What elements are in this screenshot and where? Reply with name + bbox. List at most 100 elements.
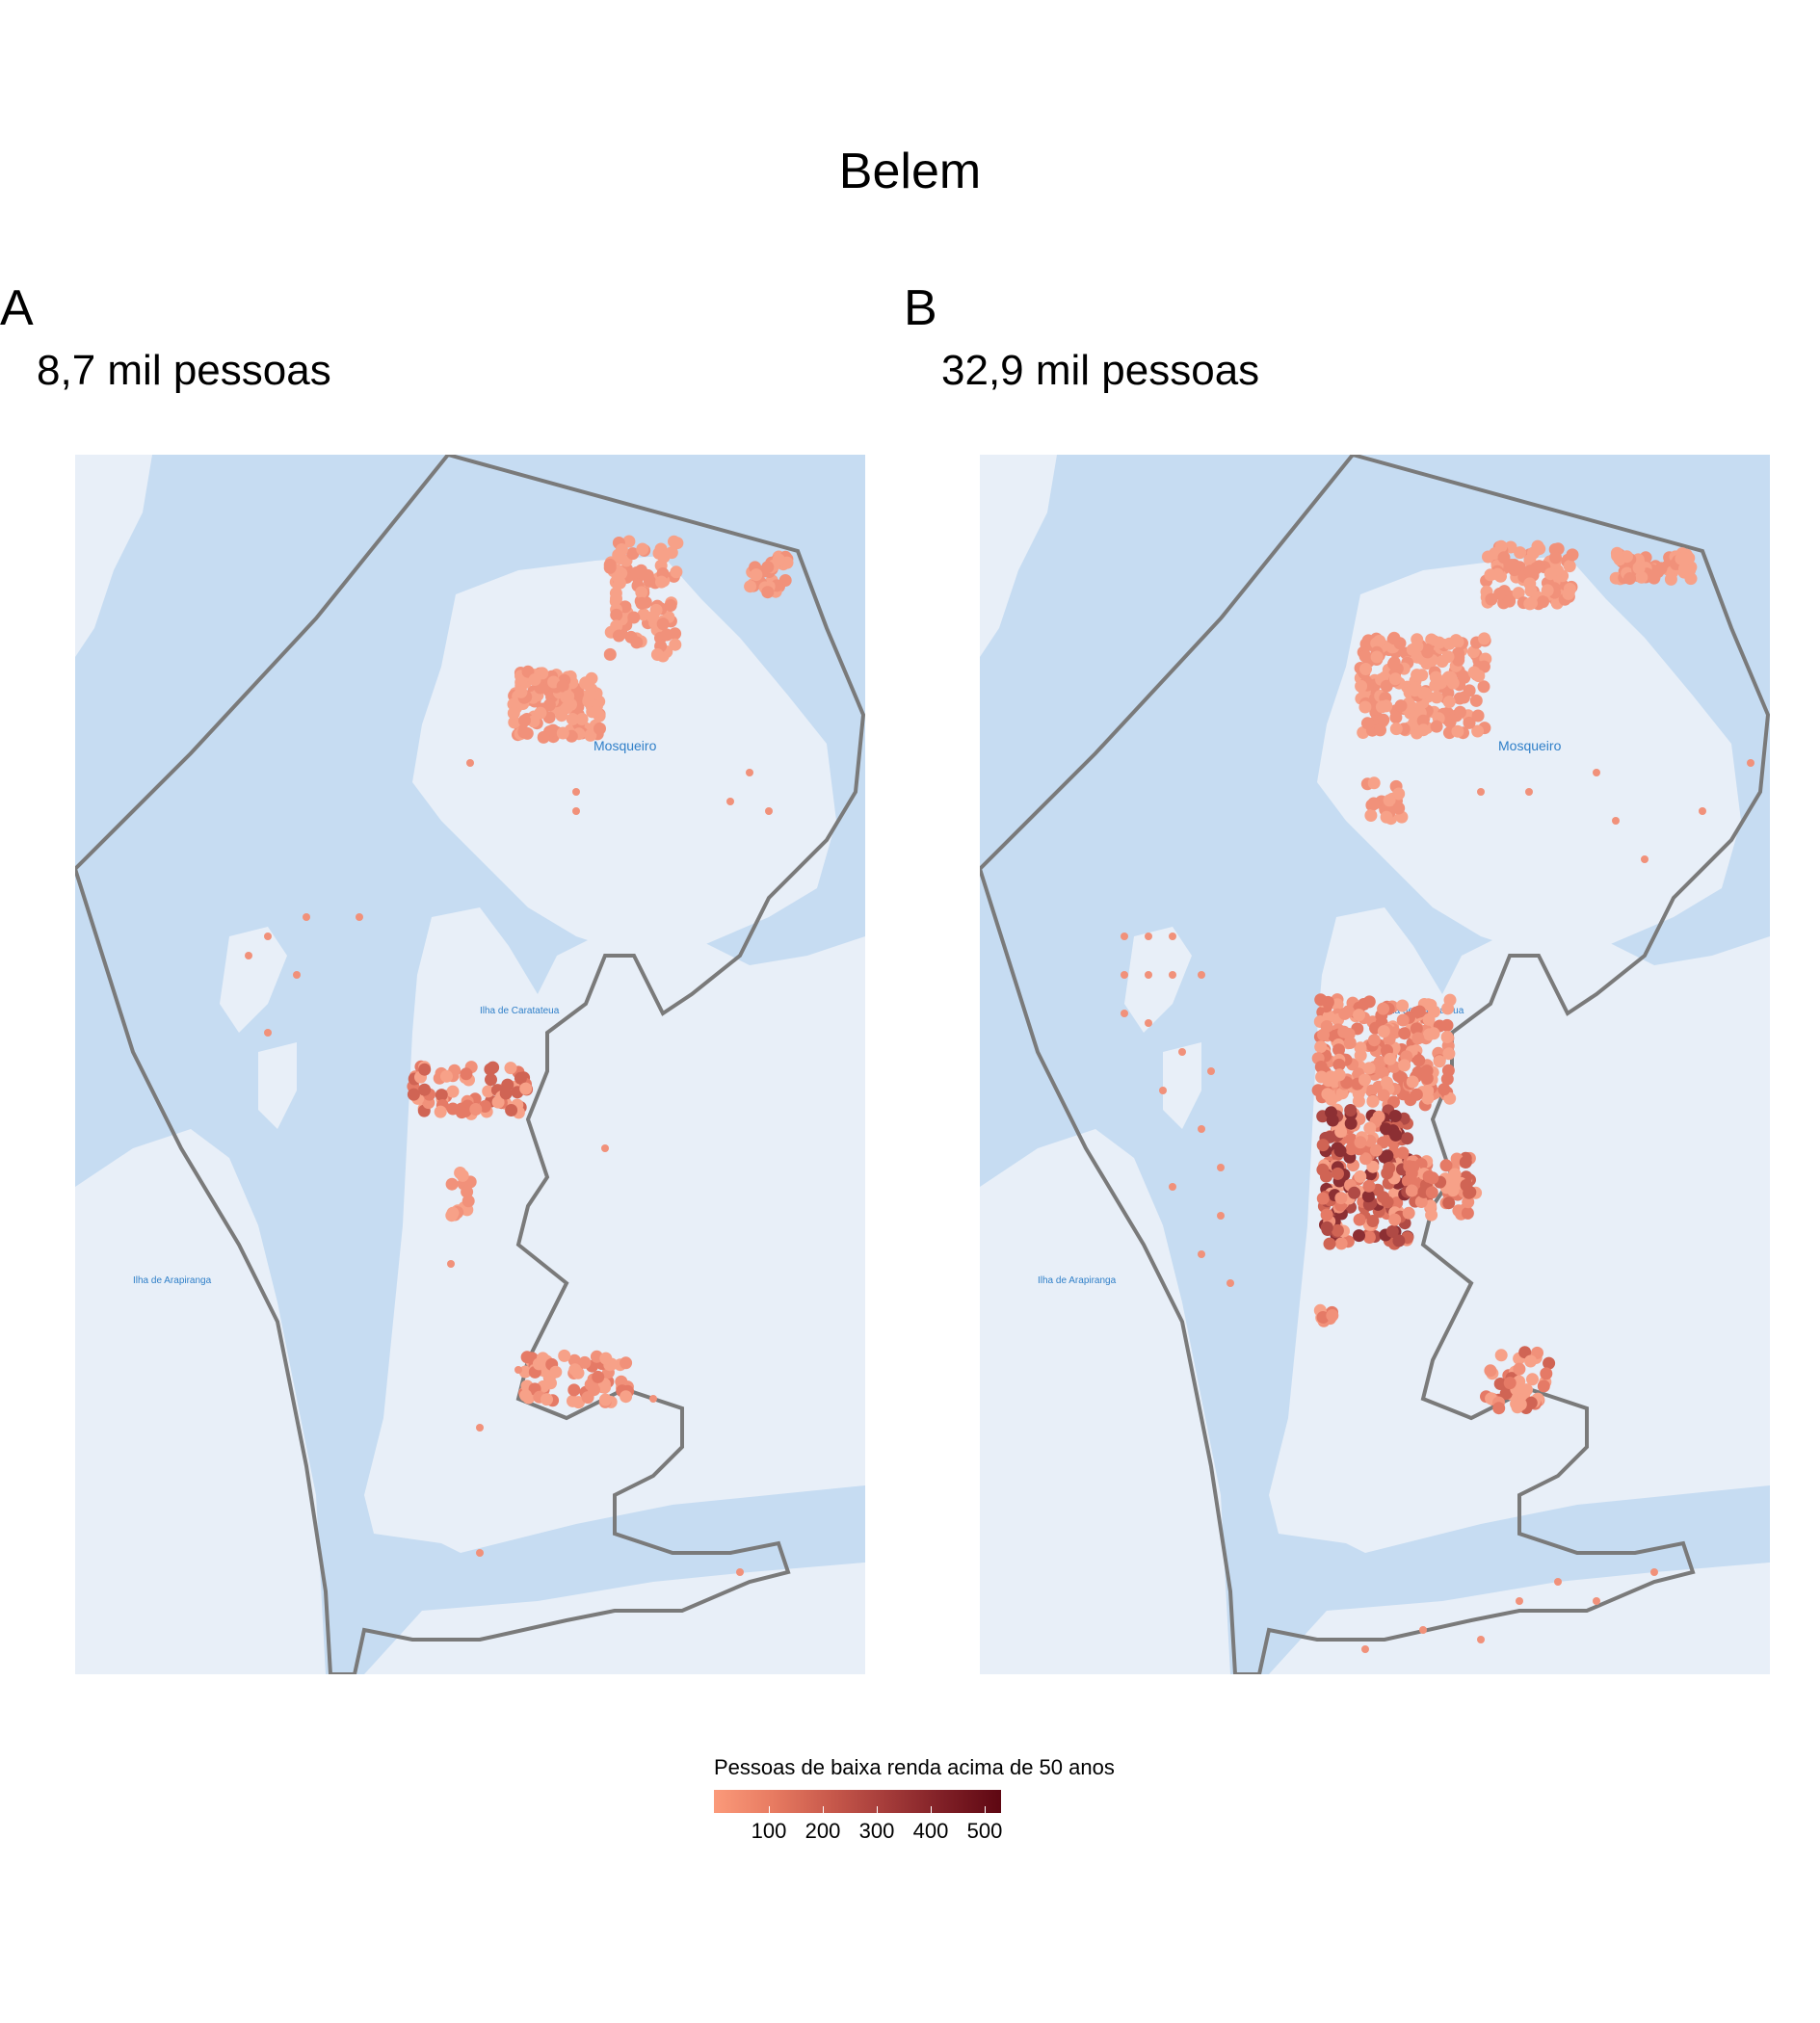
hex-cell: [1471, 709, 1485, 722]
hex-cell: [1543, 567, 1557, 581]
hex-cell: [1377, 1025, 1390, 1038]
hex-cell: [1334, 1125, 1348, 1139]
hex-cell: [1358, 1152, 1372, 1166]
map-panel-b[interactable]: Mosqueiro Ilha de Caratateua Ilha de Ara…: [980, 455, 1770, 1674]
hex-cell: [1524, 1354, 1538, 1368]
hex-cell: [507, 697, 520, 711]
map-b-svg: Mosqueiro Ilha de Caratateua Ilha de Ara…: [980, 455, 1770, 1674]
hex-cell: [1747, 759, 1754, 767]
hex-cell: [1348, 1186, 1361, 1199]
hex-cell: [519, 1389, 533, 1403]
hex-cell: [669, 638, 682, 651]
legend-tick-label: 400: [912, 1819, 949, 1843]
hex-cell: [1332, 1068, 1346, 1082]
hex-cell: [1366, 1160, 1380, 1173]
hex-cell: [1316, 1163, 1330, 1176]
hex-cell: [1562, 587, 1575, 600]
hex-cell: [630, 636, 644, 649]
hex-cell: [567, 1394, 579, 1407]
hex-cell: [1425, 1208, 1438, 1222]
label-mosqueiro: Mosqueiro: [1498, 738, 1562, 753]
hex-cell: [646, 611, 660, 624]
hex-cell: [670, 565, 683, 579]
hex-cell: [549, 1365, 563, 1379]
hex-cell: [622, 535, 636, 548]
hex-cell: [1398, 1059, 1411, 1072]
hex-cell: [1326, 1309, 1339, 1322]
land-topleft: [75, 455, 152, 657]
land-small-island-2: [1163, 1042, 1201, 1129]
hex-cell: [1477, 680, 1490, 694]
hex-cell: [446, 1085, 460, 1098]
hex-cell: [765, 807, 773, 815]
hex-cell: [1430, 720, 1443, 733]
hex-cell: [446, 1102, 460, 1116]
hex-cell: [1412, 1005, 1426, 1018]
hex-cell: [1377, 1089, 1390, 1102]
hex-cell: [1390, 1196, 1404, 1210]
hex-cell: [534, 706, 547, 720]
hex-cell: [1387, 1187, 1401, 1200]
hex-cell: [584, 688, 597, 701]
hex-cell: [1316, 1139, 1330, 1152]
hex-cell: [1593, 1597, 1600, 1605]
hex-cell: [1459, 1156, 1472, 1169]
hex-cell: [1331, 1223, 1344, 1237]
hex-cell: [1648, 569, 1661, 583]
map-panel-a[interactable]: Mosqueiro Ilha de Caratateua Ilha de Ara…: [75, 455, 865, 1674]
hex-cell: [610, 591, 622, 605]
hex-cell: [1362, 1231, 1376, 1244]
hex-cell: [1477, 660, 1490, 673]
hex-cell: [1516, 1597, 1523, 1605]
hex-cell: [626, 547, 640, 561]
legend-tick-label: 200: [804, 1819, 841, 1843]
hex-cell: [1514, 1398, 1527, 1411]
hex-cell: [1410, 1088, 1423, 1101]
panel-a-letter: A: [0, 280, 34, 336]
hex-cell: [1406, 1075, 1419, 1089]
hex-cell: [1387, 657, 1400, 670]
legend-color-bar: [714, 1790, 1001, 1813]
label-arapiranga: Ilha de Arapiranga: [133, 1275, 212, 1286]
hex-cell: [1361, 1190, 1375, 1203]
hex-cell: [1448, 1168, 1462, 1181]
hex-cell: [1375, 700, 1388, 714]
land-small-island: [220, 927, 287, 1033]
hex-cell: [1409, 684, 1422, 697]
hex-cell: [1354, 1136, 1367, 1149]
hex-cell: [655, 575, 668, 589]
hex-cell: [1678, 562, 1691, 575]
hex-cell: [1457, 670, 1469, 683]
hex-cell: [1482, 550, 1494, 564]
hex-cell: [1159, 1087, 1167, 1094]
land-arapiranga: [75, 1129, 326, 1674]
hex-cell: [1383, 794, 1396, 807]
hex-cell: [627, 611, 641, 624]
hex-cell: [445, 1177, 459, 1191]
hex-cell: [1392, 787, 1406, 801]
hex-cell: [527, 715, 541, 728]
hex-cell: [1421, 1091, 1435, 1105]
hex-cell: [1380, 679, 1393, 693]
legend-tick-label: 500: [966, 1819, 1003, 1843]
hex-cell: [1621, 550, 1633, 564]
legend-tick-label: 100: [751, 1819, 787, 1843]
hex-cell: [589, 705, 602, 719]
hex-cell: [1440, 1072, 1454, 1086]
hex-cell: [588, 1383, 600, 1397]
hex-cell: [1611, 549, 1624, 563]
hex-cell: [1396, 1013, 1410, 1027]
hex-cell: [611, 570, 624, 584]
hex-cell: [664, 599, 677, 612]
hex-layer-a: [245, 535, 794, 1576]
hex-cell: [293, 971, 301, 979]
hex-cell: [1377, 713, 1390, 726]
land-south-bank: [364, 1563, 865, 1674]
hex-cell: [462, 1195, 475, 1208]
hex-cell: [772, 553, 785, 566]
hex-cell: [612, 629, 625, 643]
hex-cell: [1411, 640, 1424, 653]
hex-cell: [1462, 1195, 1475, 1209]
hex-cell: [476, 1549, 484, 1557]
hex-cell: [528, 673, 541, 686]
